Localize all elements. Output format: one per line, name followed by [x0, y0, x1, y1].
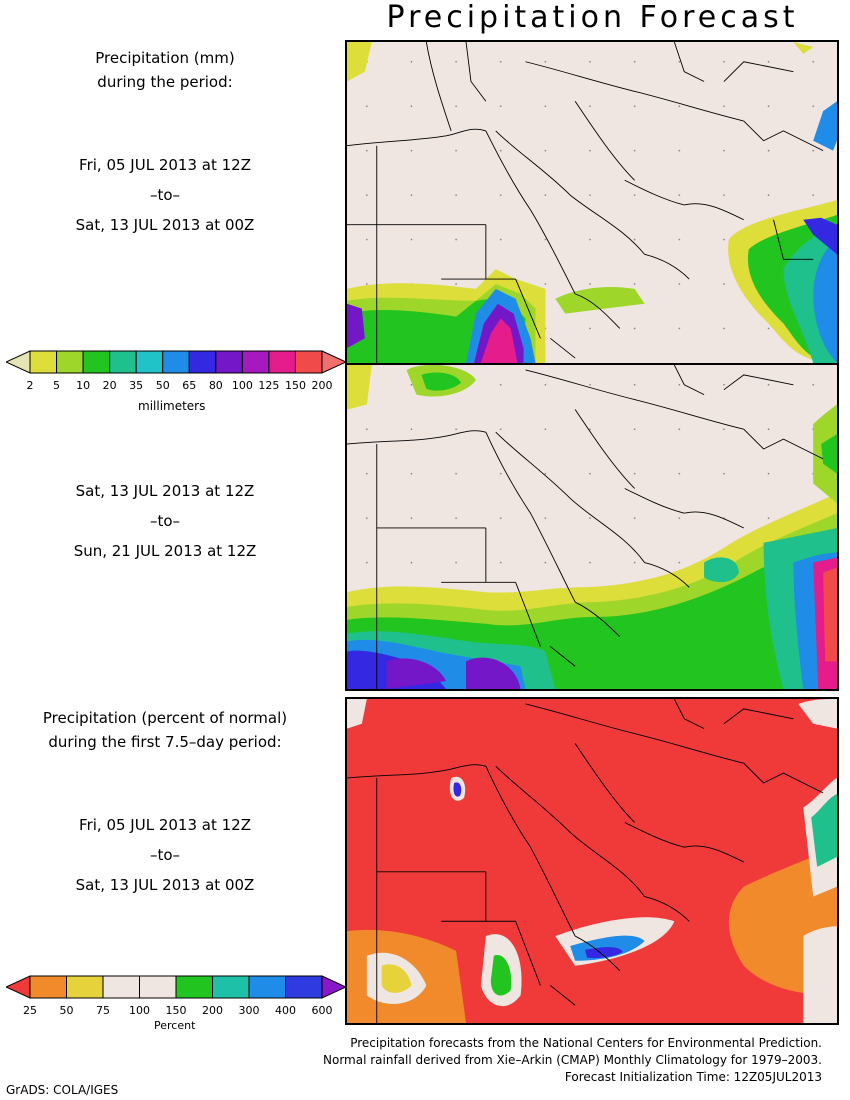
precip-heading: Precipitation (mm) during the period: — [0, 46, 330, 94]
map-panel-period2 — [345, 363, 839, 691]
mm-colorbar-tick-label: 2 — [26, 379, 34, 392]
mm-colorbar-tick-label: 100 — [231, 379, 253, 392]
footer-line1: Precipitation forecasts from the Nationa… — [350, 1036, 822, 1050]
precip-heading-line1: Precipitation (mm) — [95, 49, 235, 67]
pct-colorbar-tick-label: 400 — [275, 1004, 296, 1017]
mm-colorbar-tick-label: 65 — [182, 379, 197, 392]
pct-colorbar-swatch — [66, 975, 104, 999]
period3-start: Fri, 05 JUL 2013 at 12Z — [79, 816, 251, 834]
mm-colorbar-high-cap — [321, 350, 346, 374]
pct-colorbar-unit: Percent — [154, 1019, 196, 1032]
mm-colorbar-tick-label: 35 — [129, 379, 144, 392]
pct-colorbar-swatch — [139, 975, 177, 999]
pct-colorbar-tick-label: 200 — [202, 1004, 223, 1017]
page-title: Precipitation Forecast — [386, 0, 799, 35]
precip-map-2 — [347, 365, 837, 689]
pct-colorbar-swatch — [102, 975, 140, 999]
pct-colorbar-tick-label: 75 — [96, 1004, 110, 1017]
mm-colorbar-unit: millimeters — [138, 399, 206, 413]
percent-normal-map — [347, 699, 837, 1023]
pct-colorbar-ticks: 25 50 75 100 150 200 300 400 600 — [6, 1004, 346, 1018]
mm-colorbar-tick-label: 20 — [102, 379, 117, 392]
mm-colorbar-swatch — [82, 350, 111, 374]
mm-colorbar-tick-label: 50 — [155, 379, 170, 392]
mm-colorbar-tick-label: 10 — [76, 379, 91, 392]
mm-colorbar-swatch — [268, 350, 296, 374]
precip-heading-line2: during the period: — [97, 73, 233, 91]
mm-colorbar-swatch — [109, 350, 137, 374]
pct-heading-line1: Precipitation (percent of normal) — [42, 709, 288, 727]
pct-colorbar-tick-label: 150 — [165, 1004, 187, 1017]
pct-colorbar — [6, 975, 346, 1001]
pct-colorbar-swatch — [285, 975, 323, 999]
mm-colorbar-swatch — [162, 350, 190, 374]
mm-colorbar-swatch — [135, 350, 164, 374]
pct-colorbar-high-cap — [321, 975, 346, 999]
mm-colorbar-ticks: 2 5 10 20 35 50 65 80 100 125 150 200 — [6, 379, 346, 393]
pct-heading: Precipitation (percent of normal) during… — [0, 706, 330, 754]
mm-colorbar-swatch — [294, 350, 323, 374]
period1-label: Fri, 05 JUL 2013 at 12Z –to– Sat, 13 JUL… — [0, 150, 330, 240]
period2-label: Sat, 13 JUL 2013 at 12Z –to– Sun, 21 JUL… — [0, 476, 330, 566]
period2-to: –to– — [149, 512, 181, 530]
footer-notes: Precipitation forecasts from the Nationa… — [323, 1035, 822, 1086]
pct-colorbar-tick-label: 50 — [59, 1004, 74, 1017]
mm-colorbar-tick-label: 150 — [284, 379, 306, 392]
mm-colorbar — [6, 350, 346, 376]
map-panel-period1 — [345, 40, 839, 365]
mm-colorbar-swatch — [56, 350, 84, 374]
period1-start: Fri, 05 JUL 2013 at 12Z — [79, 156, 251, 174]
mm-colorbar-tick-label: 125 — [258, 379, 280, 392]
period1-to: –to– — [149, 186, 181, 204]
mm-colorbar-low-cap — [6, 350, 31, 374]
mm-colorbar-swatch — [29, 350, 58, 374]
mm-colorbar-tick-label: 5 — [53, 379, 61, 392]
mm-colorbar-swatch — [215, 350, 243, 374]
pct-colorbar-tick-label: 600 — [311, 1004, 333, 1017]
pct-colorbar-swatch — [175, 975, 213, 999]
mm-colorbar-graphic — [6, 350, 346, 374]
mm-colorbar-swatch — [188, 350, 217, 374]
pct-colorbar-tick-label: 300 — [238, 1004, 260, 1017]
period2-start: Sat, 13 JUL 2013 at 12Z — [75, 482, 255, 500]
precip-map-1 — [347, 42, 837, 363]
pct-heading-line2: during the first 7.5–day period: — [48, 733, 282, 751]
period3-to: –to– — [149, 846, 181, 864]
mm-colorbar-swatch — [241, 350, 270, 374]
pct-colorbar-swatch — [248, 975, 286, 999]
period3-end: Sat, 13 JUL 2013 at 00Z — [75, 876, 255, 894]
map-panel-percent-normal — [345, 697, 839, 1025]
mm-colorbar-tick-label: 200 — [311, 379, 333, 392]
grads-credit: GrADS: COLA/IGES — [6, 1083, 119, 1097]
pct-colorbar-swatch — [29, 975, 67, 999]
footer-line2: Normal rainfall derived from Xie–Arkin (… — [323, 1053, 822, 1067]
period1-end: Sat, 13 JUL 2013 at 00Z — [75, 216, 255, 234]
footer-line3: Forecast Initialization Time: 12Z05JUL20… — [564, 1070, 822, 1084]
pct-colorbar-low-cap — [6, 975, 31, 999]
pct-colorbar-swatch — [212, 975, 250, 999]
period3-label: Fri, 05 JUL 2013 at 12Z –to– Sat, 13 JUL… — [0, 810, 330, 900]
period2-end: Sun, 21 JUL 2013 at 12Z — [73, 542, 257, 560]
pct-colorbar-tick-label: 100 — [129, 1004, 150, 1017]
mm-colorbar-tick-label: 80 — [208, 379, 223, 392]
pct-colorbar-graphic — [6, 975, 346, 999]
pct-colorbar-tick-label: 25 — [23, 1004, 37, 1017]
